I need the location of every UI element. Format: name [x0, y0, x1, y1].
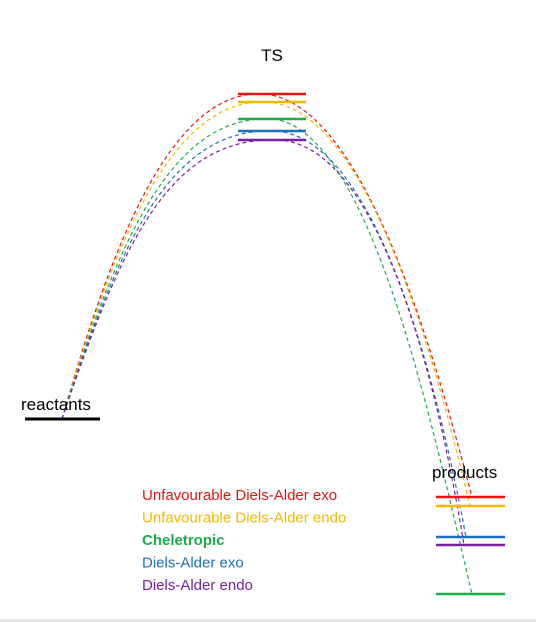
legend: Unfavourable Diels-Alder exo Unfavourable…: [142, 487, 346, 594]
curve-cheletropic: [61, 118, 473, 595]
curve-unfav-da-endo: [61, 101, 471, 507]
legend-item-da-endo: Diels-Alder endo: [142, 577, 253, 594]
curve-unfav-da-exo: [61, 93, 473, 498]
energy-levels: [25, 92, 505, 596]
legend-item-unfav-da-exo: Unfavourable Diels-Alder exo: [142, 487, 337, 504]
legend-item-unfav-da-endo: Unfavourable Diels-Alder endo: [142, 510, 346, 527]
curve-da-endo: [61, 139, 465, 546]
bottom-divider: [0, 619, 536, 622]
ts-label: TS: [261, 46, 283, 65]
legend-item-da-exo: Diels-Alder exo: [142, 555, 244, 572]
legend-item-cheletropic: Cheletropic: [142, 532, 225, 549]
reactants-label: reactants: [21, 395, 91, 414]
products-label: products: [432, 463, 497, 482]
curve-da-exo: [61, 130, 467, 538]
